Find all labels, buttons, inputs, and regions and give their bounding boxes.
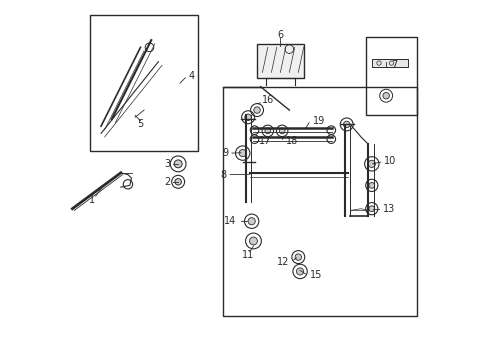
Text: 9: 9 [222, 148, 228, 158]
Circle shape [382, 93, 388, 99]
Text: 18: 18 [285, 136, 297, 146]
Bar [366, 37, 416, 116]
Circle shape [294, 254, 301, 260]
Text: 10: 10 [384, 156, 396, 166]
Circle shape [368, 183, 374, 188]
Text: 13: 13 [382, 204, 394, 214]
Circle shape [244, 114, 251, 121]
Bar [223, 87, 416, 316]
Text: 1: 1 [89, 195, 95, 205]
Circle shape [239, 149, 246, 157]
Circle shape [343, 121, 349, 128]
Circle shape [249, 237, 257, 245]
Text: 12: 12 [276, 257, 289, 267]
Text: 6: 6 [277, 31, 283, 40]
Text: 14: 14 [224, 216, 236, 226]
Text: 17: 17 [259, 136, 271, 146]
Circle shape [175, 179, 181, 185]
Text: 2: 2 [164, 177, 170, 187]
Bar [90, 15, 198, 151]
Circle shape [253, 107, 260, 113]
Text: 8: 8 [220, 170, 226, 180]
Text: 4: 4 [188, 71, 195, 81]
Text: 11: 11 [242, 249, 254, 260]
Circle shape [296, 268, 303, 275]
Text: 7: 7 [391, 60, 397, 70]
Circle shape [279, 128, 285, 134]
Text: 15: 15 [309, 270, 322, 280]
Bar [371, 59, 407, 67]
Text: 16: 16 [261, 95, 273, 105]
Circle shape [174, 160, 182, 168]
Text: 5: 5 [137, 120, 143, 129]
Circle shape [247, 218, 255, 225]
Circle shape [368, 206, 374, 212]
Circle shape [264, 128, 270, 134]
Text: 19: 19 [312, 116, 324, 126]
Text: 3: 3 [164, 159, 170, 169]
Circle shape [367, 160, 375, 167]
Bar [257, 44, 303, 78]
